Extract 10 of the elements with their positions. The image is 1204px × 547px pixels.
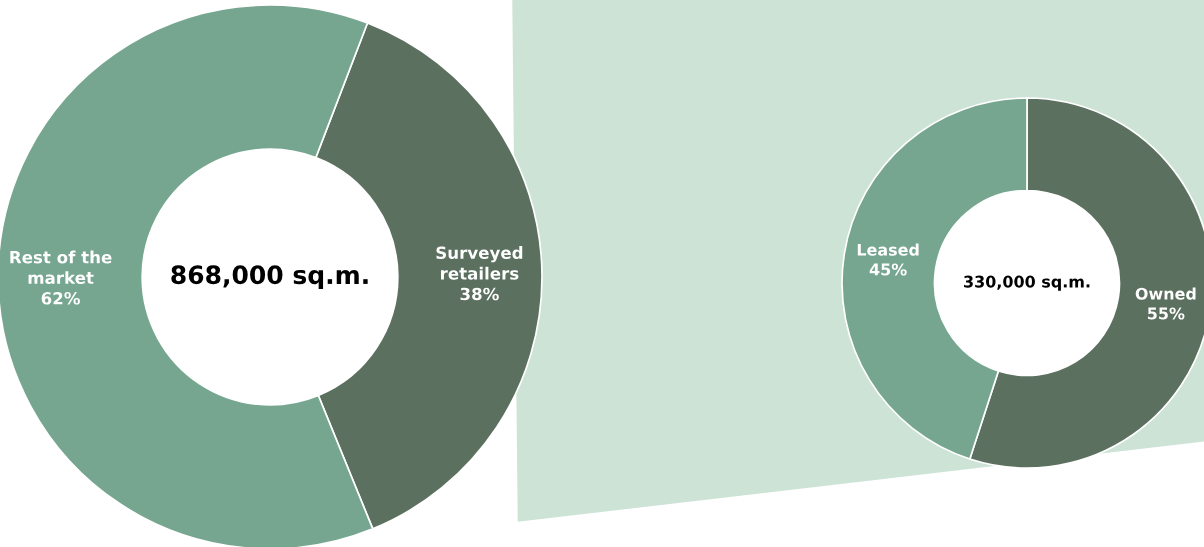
data-label: 62%: [41, 291, 80, 305]
text: 868,000 sq.m.: [171, 265, 368, 290]
text: 330,000 sq.m.: [964, 275, 1090, 291]
slice-label: Surveyed retailers: [436, 246, 523, 280]
data-label: 38%: [460, 287, 499, 301]
slice-label: Owned: [1135, 287, 1196, 300]
data-label: 55%: [1147, 307, 1185, 320]
data-label: 45%: [869, 263, 907, 276]
slice-label: Leased: [857, 243, 919, 256]
slice-label: Rest of the market: [10, 250, 112, 285]
